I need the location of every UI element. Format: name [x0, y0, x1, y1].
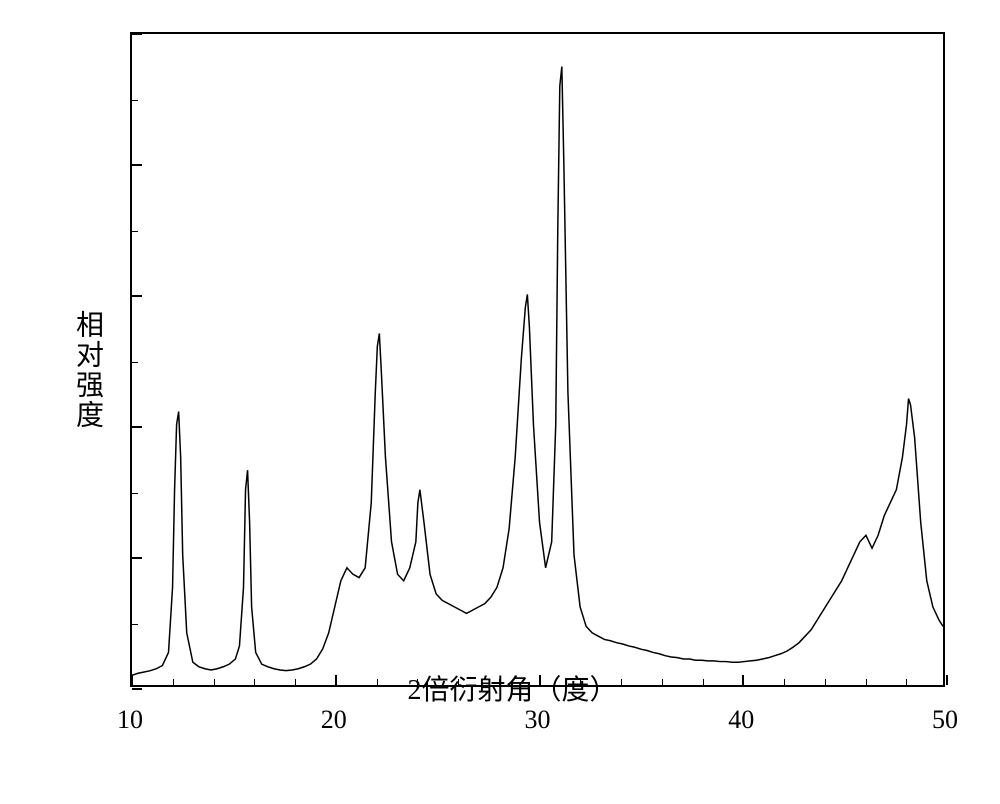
y-tick-minor: [132, 624, 138, 625]
x-tick-minor: [621, 679, 622, 685]
y-axis-label: 相对强度: [67, 310, 107, 430]
x-tick: [742, 675, 744, 685]
y-tick: [132, 164, 142, 166]
x-tick-label: 10: [117, 705, 143, 735]
x-tick-label: 30: [525, 705, 551, 735]
x-tick-minor: [866, 679, 867, 685]
x-tick: [131, 675, 133, 685]
y-tick: [132, 295, 142, 297]
y-tick-minor: [132, 362, 138, 363]
x-tick-minor: [825, 679, 826, 685]
y-tick-minor: [132, 493, 138, 494]
x-tick-minor: [173, 679, 174, 685]
y-tick-minor: [132, 231, 138, 232]
xrd-chart: 相对强度 1020304050 2倍衍射角（度）: [65, 20, 960, 720]
x-tick-minor: [784, 679, 785, 685]
y-tick: [132, 688, 142, 690]
plot-area: [130, 32, 945, 687]
x-tick: [946, 675, 948, 685]
x-tick-minor: [662, 679, 663, 685]
x-tick-label: 50: [932, 705, 958, 735]
y-tick-minor: [132, 100, 138, 101]
x-tick-label: 20: [321, 705, 347, 735]
xrd-pattern-line: [132, 34, 943, 685]
x-tick-minor: [703, 679, 704, 685]
x-tick-minor: [295, 679, 296, 685]
y-tick: [132, 33, 142, 35]
x-tick-label: 40: [728, 705, 754, 735]
x-tick-minor: [214, 679, 215, 685]
x-tick-minor: [254, 679, 255, 685]
x-axis-label: 2倍衍射角（度）: [407, 668, 617, 708]
x-tick: [335, 675, 337, 685]
y-tick: [132, 426, 142, 428]
x-tick-minor: [906, 679, 907, 685]
x-tick-minor: [377, 679, 378, 685]
y-tick: [132, 557, 142, 559]
